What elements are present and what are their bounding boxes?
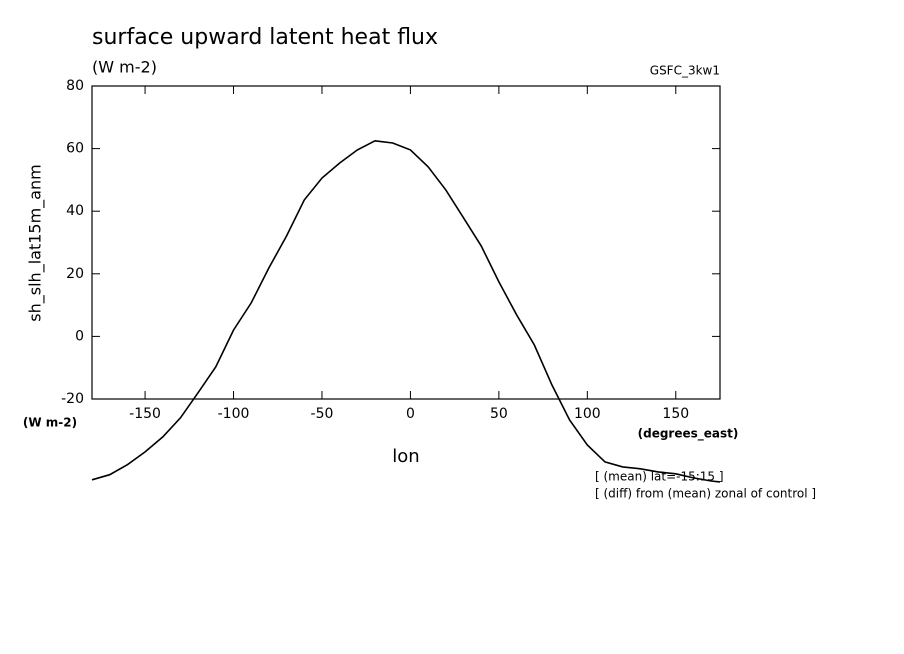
y-units: (W m-2) [23, 416, 77, 430]
y-tick-label: 40 [66, 203, 84, 219]
y-tick-label: 0 [75, 328, 84, 344]
x-tick-label: 50 [490, 406, 508, 422]
y-tick-label: 60 [66, 141, 84, 157]
x-units: (degrees_east) [638, 427, 739, 442]
x-tick-label: -50 [311, 406, 334, 422]
note: [ (mean) lat=-15:15 ] [595, 470, 724, 484]
data-line [91, 139, 721, 483]
y-tick-label: 80 [66, 78, 84, 94]
x-tick-label: 150 [662, 406, 689, 422]
note: [ (diff) from (mean) zonal of control ] [595, 487, 816, 501]
x-tick-label: -100 [218, 406, 250, 422]
y-axis-title: sh_slh_lat15m_anm [26, 164, 46, 321]
x-tick-label: 100 [574, 406, 601, 422]
dataset-label: GSFC_3kw1 [650, 64, 720, 78]
x-tick-label: 0 [406, 406, 415, 422]
x-axis-title: lon [392, 446, 419, 467]
plot-frame [91, 85, 721, 400]
chart-title: surface upward latent heat flux [92, 25, 438, 50]
y-tick-label: -20 [61, 391, 84, 407]
y-tick-label: 20 [66, 266, 84, 282]
chart-subtitle: (W m-2) [92, 58, 157, 77]
x-tick-label: -150 [129, 406, 161, 422]
